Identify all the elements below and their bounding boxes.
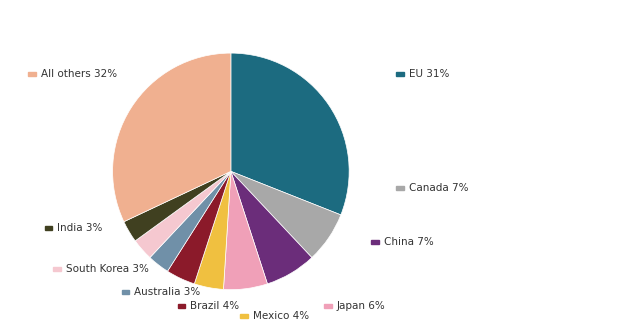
Wedge shape: [231, 53, 349, 215]
Wedge shape: [112, 53, 231, 222]
Text: Australia 3%: Australia 3%: [134, 287, 200, 297]
Wedge shape: [124, 171, 231, 241]
Wedge shape: [135, 171, 231, 258]
Text: Japan 6%: Japan 6%: [337, 301, 386, 311]
Wedge shape: [194, 171, 231, 289]
Text: China 7%: China 7%: [384, 237, 434, 247]
Wedge shape: [223, 171, 268, 290]
Text: All others 32%: All others 32%: [41, 69, 117, 79]
Text: EU 31%: EU 31%: [409, 69, 449, 79]
Text: Canada 7%: Canada 7%: [409, 183, 468, 193]
Text: Mexico 4%: Mexico 4%: [253, 311, 309, 321]
Text: Brazil 4%: Brazil 4%: [190, 301, 240, 311]
Wedge shape: [167, 171, 231, 284]
Wedge shape: [231, 171, 312, 284]
Wedge shape: [150, 171, 231, 271]
Wedge shape: [231, 171, 341, 258]
Text: South Korea 3%: South Korea 3%: [66, 264, 149, 274]
Text: India 3%: India 3%: [57, 223, 103, 234]
